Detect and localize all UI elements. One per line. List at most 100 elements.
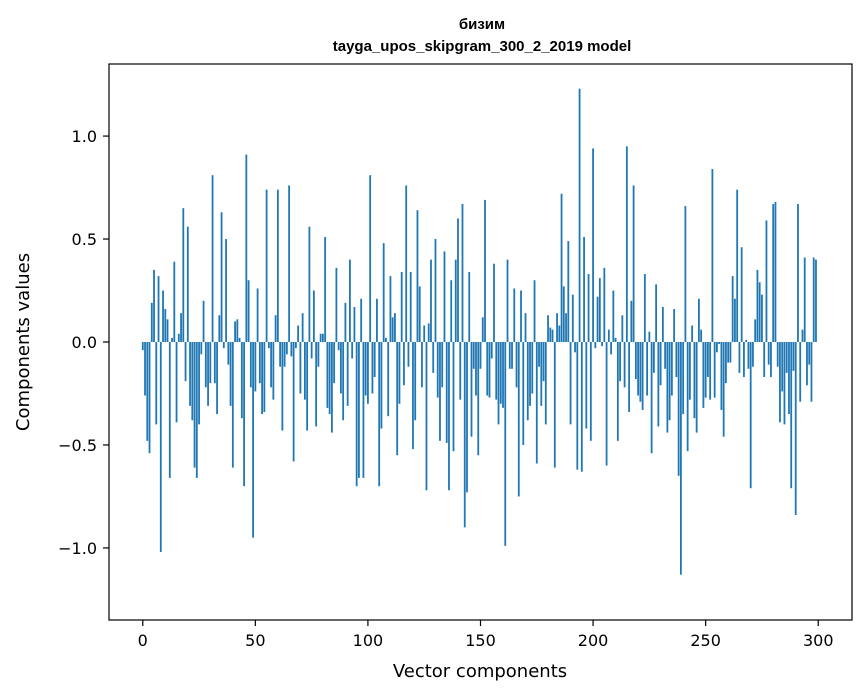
bar xyxy=(177,333,180,342)
bar xyxy=(619,342,621,382)
bar xyxy=(247,280,250,342)
bar xyxy=(504,342,507,546)
plot-frame xyxy=(108,63,853,621)
bar xyxy=(202,300,205,342)
bar xyxy=(423,325,426,342)
bar xyxy=(495,342,498,400)
bar xyxy=(648,331,651,342)
bar xyxy=(173,261,176,342)
bar xyxy=(774,201,777,342)
bar xyxy=(603,267,606,342)
y-tick-label: −0.5 xyxy=(58,436,97,455)
bar xyxy=(195,342,198,478)
bar xyxy=(479,342,482,369)
bar xyxy=(193,342,196,468)
bar xyxy=(267,342,270,349)
bar xyxy=(353,306,356,342)
bar xyxy=(198,342,200,425)
bar xyxy=(191,342,194,421)
bar xyxy=(360,298,363,342)
bar xyxy=(652,342,655,373)
bar xyxy=(457,218,459,342)
bar xyxy=(788,342,790,415)
bar xyxy=(430,259,432,342)
bar xyxy=(310,342,313,359)
bar xyxy=(761,294,763,342)
bar xyxy=(790,342,793,489)
bar xyxy=(549,327,552,342)
bar xyxy=(380,342,383,429)
bar xyxy=(673,309,676,342)
bar xyxy=(317,342,320,367)
bar xyxy=(468,271,471,342)
bar xyxy=(168,342,171,478)
bar xyxy=(204,342,207,388)
bar xyxy=(466,342,468,493)
bar xyxy=(376,298,378,342)
bar xyxy=(285,342,288,355)
bar xyxy=(349,259,351,342)
bar xyxy=(407,342,410,367)
bar xyxy=(218,315,221,342)
bar xyxy=(551,329,554,342)
bar xyxy=(655,284,658,342)
bar xyxy=(607,329,610,342)
bar xyxy=(781,342,784,392)
bar xyxy=(432,342,435,373)
bar xyxy=(508,342,511,369)
bar xyxy=(283,342,286,367)
bar xyxy=(661,306,664,342)
bar xyxy=(682,342,685,415)
bar xyxy=(646,342,649,396)
bar xyxy=(475,342,477,396)
bar xyxy=(740,247,743,342)
bar xyxy=(207,342,209,406)
bar xyxy=(243,342,245,487)
bar xyxy=(409,271,412,342)
bar xyxy=(513,288,516,342)
bar xyxy=(711,169,714,342)
bar xyxy=(155,342,158,425)
bar xyxy=(497,342,500,425)
bar xyxy=(405,185,408,342)
bar xyxy=(263,342,266,413)
bar xyxy=(716,342,718,353)
bar xyxy=(335,267,338,342)
bar xyxy=(623,342,626,388)
bar xyxy=(493,263,495,342)
bar xyxy=(265,189,268,342)
bar xyxy=(261,342,264,415)
bar xyxy=(763,342,766,378)
bar xyxy=(459,342,462,400)
bar xyxy=(231,342,234,468)
bar xyxy=(378,342,381,487)
bar xyxy=(236,319,239,342)
bar xyxy=(299,342,302,394)
bar xyxy=(364,342,367,396)
bar xyxy=(605,342,608,466)
bar xyxy=(382,243,385,342)
bar xyxy=(616,342,619,441)
bar xyxy=(610,342,612,355)
bar xyxy=(441,342,444,388)
bar xyxy=(416,210,419,342)
bar xyxy=(709,342,712,400)
bar xyxy=(385,337,387,342)
bar xyxy=(488,342,491,398)
bar xyxy=(326,342,329,408)
bar xyxy=(745,339,748,342)
bar xyxy=(535,342,538,464)
x-tick-label: 100 xyxy=(353,631,384,650)
bar xyxy=(213,342,216,384)
bar xyxy=(216,342,218,415)
y-axis-ticks: −1.0 −0.5 0.0 0.5 1.0 xyxy=(58,127,109,558)
bar xyxy=(342,342,345,421)
bar xyxy=(276,189,279,342)
bar xyxy=(220,212,223,342)
bar xyxy=(461,204,464,342)
x-tick-label: 150 xyxy=(465,631,496,650)
bar xyxy=(506,259,509,342)
bar xyxy=(529,342,531,406)
bar xyxy=(612,290,615,342)
